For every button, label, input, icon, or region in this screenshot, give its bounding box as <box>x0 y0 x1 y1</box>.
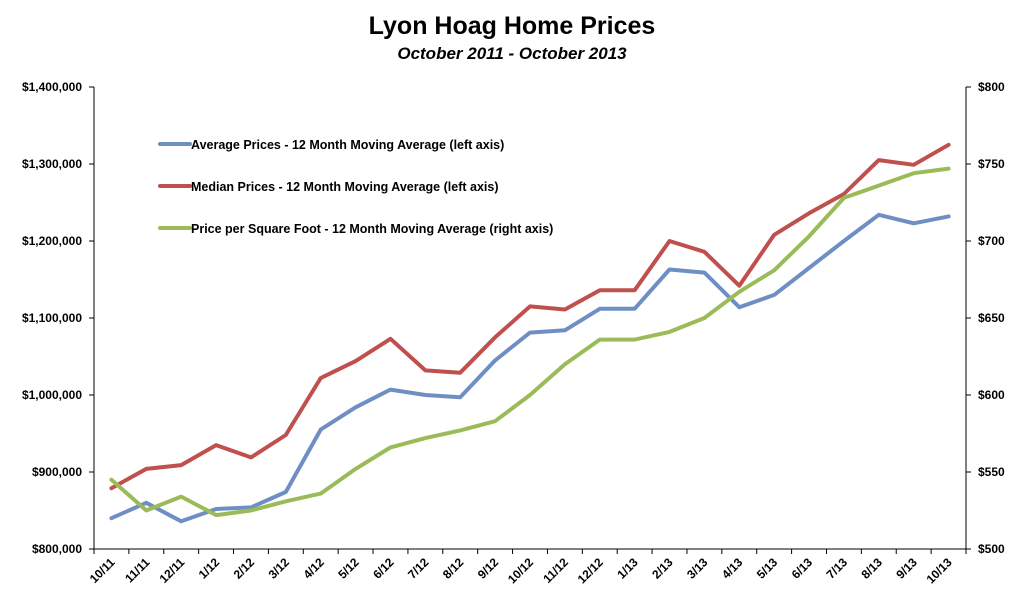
left-axis-tick-label: $1,400,000 <box>22 80 82 94</box>
x-axis-tick-label: 10/12 <box>505 555 536 586</box>
x-axis-tick-label: 8/13 <box>859 555 886 582</box>
chart-subtitle: October 2011 - October 2013 <box>397 44 627 63</box>
x-axis-tick-label: 12/12 <box>575 555 606 586</box>
right-axis-tick-label: $500 <box>978 542 1005 556</box>
left-axis-tick-label: $1,000,000 <box>22 388 82 402</box>
x-axis-tick-label: 6/13 <box>789 555 816 582</box>
legend-label: Price per Square Foot - 12 Month Moving … <box>191 222 553 236</box>
x-axis-tick-label: 5/12 <box>335 555 362 582</box>
right-axis-tick-label: $800 <box>978 80 1005 94</box>
x-axis-tick-label: 9/12 <box>475 555 502 582</box>
x-axis-tick-label: 2/12 <box>231 555 258 582</box>
series-line-3 <box>109 166 951 518</box>
x-axis-tick-label: 2/13 <box>649 555 676 582</box>
x-axis-tick-label: 7/13 <box>824 555 851 582</box>
x-axis-tick-label: 3/12 <box>266 555 293 582</box>
x-axis-tick-label: 4/13 <box>719 555 746 582</box>
x-axis-tick-label: 8/12 <box>440 555 467 582</box>
left-axis-tick-label: $1,300,000 <box>22 157 82 171</box>
x-axis-tick-label: 3/13 <box>684 555 711 582</box>
left-axis-tick-label: $900,000 <box>32 465 82 479</box>
x-axis-tick-label: 12/11 <box>157 555 188 586</box>
legend-label: Median Prices - 12 Month Moving Average … <box>191 180 498 194</box>
left-axis-tick-label: $1,100,000 <box>22 311 82 325</box>
right-axis-tick-label: $700 <box>978 234 1005 248</box>
right-axis-tick-label: $550 <box>978 465 1005 479</box>
x-axis-tick-label: 10/11 <box>87 555 118 586</box>
x-axis-tick-label: 1/12 <box>196 555 223 582</box>
x-axis-tick-label: 10/13 <box>924 555 955 586</box>
left-axis-tick-label: $1,200,000 <box>22 234 82 248</box>
legend-label: Average Prices - 12 Month Moving Average… <box>191 138 504 152</box>
x-axis-tick-label: 7/12 <box>405 555 432 582</box>
x-axis-tick-label: 4/12 <box>300 555 327 582</box>
series-line-2 <box>109 142 951 491</box>
chart-title: Lyon Hoag Home Prices <box>368 12 656 40</box>
x-axis-tick-label: 11/11 <box>122 555 152 585</box>
x-axis-tick-label: 11/12 <box>540 555 571 586</box>
x-axis-tick-label: 5/13 <box>754 555 781 582</box>
left-axis-tick-label: $800,000 <box>32 542 82 556</box>
x-axis-tick-label: 1/13 <box>614 555 641 582</box>
right-axis-tick-label: $650 <box>978 311 1005 325</box>
right-axis-tick-label: $600 <box>978 388 1005 402</box>
x-axis-tick-label: 9/13 <box>893 555 920 582</box>
series-line-1 <box>109 212 951 524</box>
right-axis-tick-label: $750 <box>978 157 1005 171</box>
x-axis-tick-label: 6/12 <box>370 555 397 582</box>
